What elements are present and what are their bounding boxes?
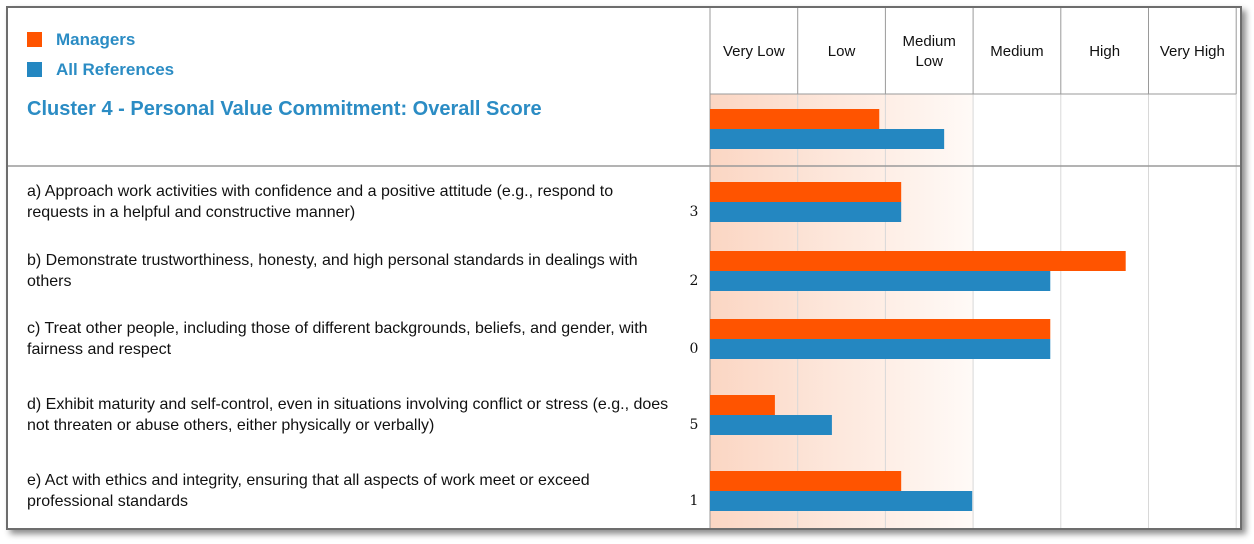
item-count-a: 3	[689, 204, 699, 220]
legend-label-all-references: All References	[56, 60, 175, 79]
bar-managers-item-b	[710, 251, 1126, 271]
legend-swatch-all-references	[27, 62, 42, 77]
item-count-e: 1	[689, 493, 699, 509]
scale-label-low: Low	[827, 43, 856, 60]
scale-label-medium-low: Medium Low	[902, 33, 956, 70]
item-label-b: b) Demonstrate trustworthiness, honesty,…	[27, 252, 638, 290]
item-label-d: d) Exhibit maturity and self-control, ev…	[27, 396, 669, 434]
chart-title: Cluster 4 - Personal Value Commitment: O…	[27, 98, 542, 120]
bar-managers-overall	[710, 109, 880, 129]
scale-label-medium: Medium	[990, 43, 1044, 60]
bar-managers-item-d	[710, 395, 775, 415]
scale-label-very-low: Very Low	[722, 43, 785, 60]
item-count-d: 5	[689, 417, 699, 433]
legend-swatch-managers	[27, 32, 42, 47]
bar-managers-item-a	[710, 182, 902, 202]
bar-all-references-overall	[710, 129, 945, 149]
bar-all-references-item-d	[710, 415, 832, 435]
chart-frame: Managers All References Cluster 4 - Pers…	[6, 6, 1242, 530]
item-label-a: a) Approach work activities with confide…	[27, 183, 614, 221]
item-count-c: 0	[689, 341, 699, 357]
bar-managers-item-e	[710, 471, 902, 491]
bar-all-references-item-a	[710, 202, 902, 222]
item-count-b: 2	[689, 273, 699, 289]
scale-label-very-high: Very High	[1159, 43, 1225, 60]
low-range-shading	[710, 94, 974, 528]
scale-label-high: High	[1089, 43, 1121, 60]
item-label-c: c) Treat other people, including those o…	[27, 320, 648, 358]
bar-all-references-item-e	[710, 491, 973, 511]
bar-managers-item-c	[710, 319, 1051, 339]
item-label-e: e) Act with ethics and integrity, ensuri…	[27, 472, 590, 510]
bar-all-references-item-b	[710, 271, 1051, 291]
bar-chart-canvas	[8, 8, 1240, 528]
legend-label-managers: Managers	[56, 30, 136, 49]
bar-all-references-item-c	[710, 339, 1051, 359]
